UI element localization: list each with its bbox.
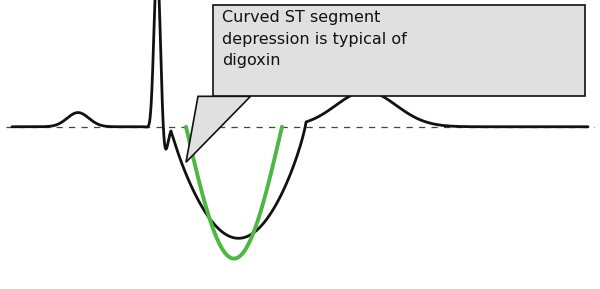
FancyBboxPatch shape (213, 5, 585, 96)
Text: Curved ST segment
depression is typical of
digoxin: Curved ST segment depression is typical … (222, 10, 407, 68)
Polygon shape (186, 96, 251, 162)
